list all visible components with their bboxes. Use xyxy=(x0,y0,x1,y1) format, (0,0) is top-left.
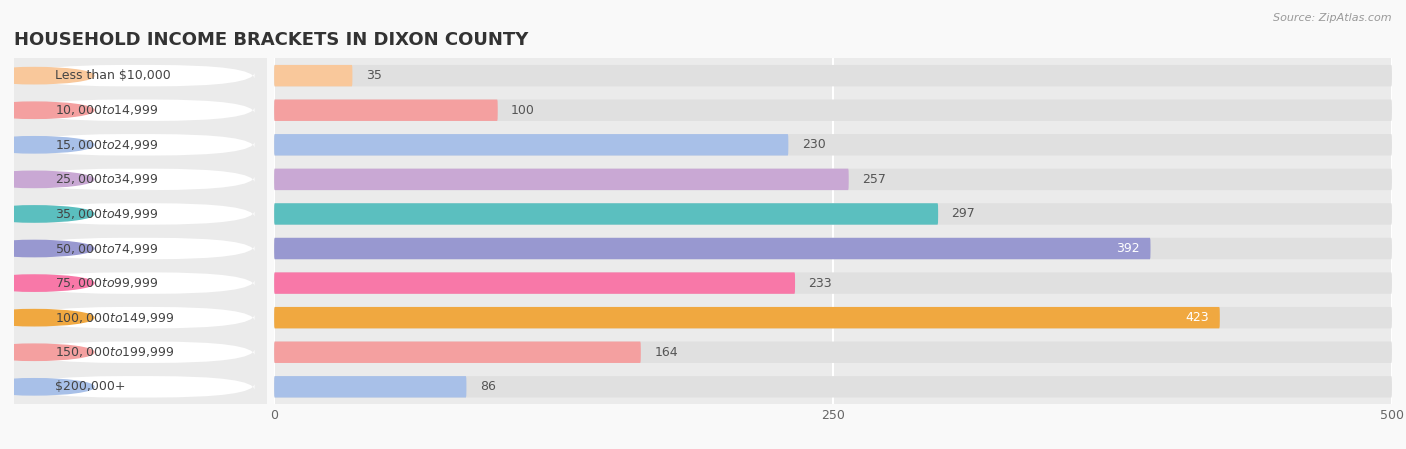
FancyBboxPatch shape xyxy=(274,134,789,155)
Bar xyxy=(274,197,1392,231)
Text: 392: 392 xyxy=(1116,242,1139,255)
FancyBboxPatch shape xyxy=(274,134,1392,155)
Bar xyxy=(274,231,1392,266)
Circle shape xyxy=(0,136,94,153)
Bar xyxy=(14,162,267,197)
Text: 86: 86 xyxy=(479,380,496,393)
FancyBboxPatch shape xyxy=(274,65,353,86)
FancyBboxPatch shape xyxy=(274,273,794,294)
FancyBboxPatch shape xyxy=(274,169,849,190)
Text: 257: 257 xyxy=(862,173,886,186)
FancyBboxPatch shape xyxy=(274,238,1392,259)
Text: Less than $10,000: Less than $10,000 xyxy=(55,69,170,82)
Text: Source: ZipAtlas.com: Source: ZipAtlas.com xyxy=(1274,13,1392,23)
Bar xyxy=(14,300,267,335)
Bar xyxy=(14,266,267,300)
Bar xyxy=(14,335,267,370)
Bar xyxy=(14,93,267,128)
Text: $200,000+: $200,000+ xyxy=(55,380,125,393)
Circle shape xyxy=(0,171,94,188)
FancyBboxPatch shape xyxy=(21,203,254,224)
Bar xyxy=(14,197,267,231)
FancyBboxPatch shape xyxy=(274,100,1392,121)
Bar xyxy=(14,58,267,93)
FancyBboxPatch shape xyxy=(21,100,254,121)
FancyBboxPatch shape xyxy=(274,342,641,363)
Text: $100,000 to $149,999: $100,000 to $149,999 xyxy=(55,311,174,325)
Circle shape xyxy=(0,309,94,326)
Bar xyxy=(14,370,267,404)
FancyBboxPatch shape xyxy=(274,203,938,224)
FancyBboxPatch shape xyxy=(21,307,254,328)
FancyBboxPatch shape xyxy=(21,134,254,155)
Bar xyxy=(274,93,1392,128)
FancyBboxPatch shape xyxy=(21,342,254,363)
Text: $50,000 to $74,999: $50,000 to $74,999 xyxy=(55,242,157,255)
FancyBboxPatch shape xyxy=(21,169,254,190)
Text: 35: 35 xyxy=(366,69,381,82)
FancyBboxPatch shape xyxy=(21,65,254,86)
Text: 100: 100 xyxy=(512,104,536,117)
FancyBboxPatch shape xyxy=(274,273,1392,294)
Bar xyxy=(274,335,1392,370)
FancyBboxPatch shape xyxy=(274,65,1392,86)
Circle shape xyxy=(0,67,94,84)
FancyBboxPatch shape xyxy=(274,307,1392,328)
Circle shape xyxy=(0,275,94,291)
FancyBboxPatch shape xyxy=(21,238,254,259)
Circle shape xyxy=(0,344,94,361)
Bar xyxy=(14,231,267,266)
Bar xyxy=(14,128,267,162)
Text: 423: 423 xyxy=(1185,311,1209,324)
Text: $35,000 to $49,999: $35,000 to $49,999 xyxy=(55,207,157,221)
FancyBboxPatch shape xyxy=(274,376,467,397)
Text: $75,000 to $99,999: $75,000 to $99,999 xyxy=(55,276,157,290)
Bar xyxy=(274,266,1392,300)
FancyBboxPatch shape xyxy=(274,342,1392,363)
FancyBboxPatch shape xyxy=(274,307,1220,328)
Text: $10,000 to $14,999: $10,000 to $14,999 xyxy=(55,103,157,117)
Text: HOUSEHOLD INCOME BRACKETS IN DIXON COUNTY: HOUSEHOLD INCOME BRACKETS IN DIXON COUNT… xyxy=(14,31,529,49)
Bar xyxy=(274,300,1392,335)
Bar xyxy=(274,162,1392,197)
Text: 233: 233 xyxy=(808,277,832,290)
FancyBboxPatch shape xyxy=(274,376,1392,397)
Text: $150,000 to $199,999: $150,000 to $199,999 xyxy=(55,345,174,359)
FancyBboxPatch shape xyxy=(21,273,254,294)
Circle shape xyxy=(0,206,94,222)
Circle shape xyxy=(0,240,94,257)
Bar xyxy=(274,58,1392,93)
FancyBboxPatch shape xyxy=(274,203,1392,224)
Text: $15,000 to $24,999: $15,000 to $24,999 xyxy=(55,138,157,152)
FancyBboxPatch shape xyxy=(274,169,1392,190)
Bar xyxy=(274,370,1392,404)
Text: 297: 297 xyxy=(952,207,976,220)
Circle shape xyxy=(0,379,94,395)
Text: $25,000 to $34,999: $25,000 to $34,999 xyxy=(55,172,157,186)
FancyBboxPatch shape xyxy=(274,238,1150,259)
Circle shape xyxy=(0,102,94,119)
Bar xyxy=(274,128,1392,162)
Text: 164: 164 xyxy=(654,346,678,359)
FancyBboxPatch shape xyxy=(274,100,498,121)
FancyBboxPatch shape xyxy=(21,376,254,397)
Text: 230: 230 xyxy=(801,138,825,151)
